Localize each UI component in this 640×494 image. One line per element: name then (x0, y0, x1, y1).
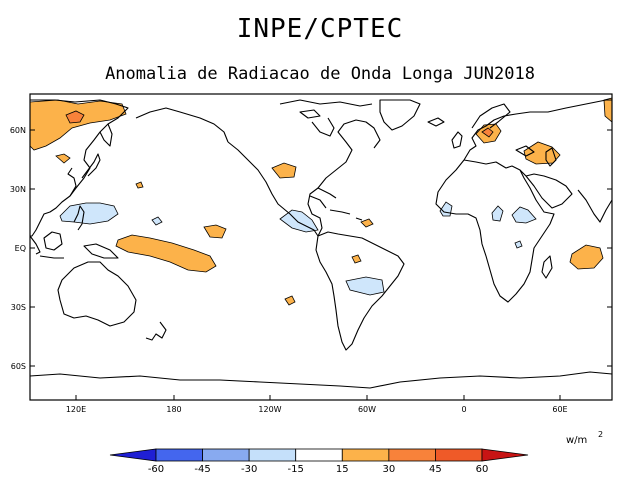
lat-label-60s: 60S (11, 362, 26, 371)
coastline-mediterranean (463, 159, 527, 177)
map-frame (29, 93, 613, 401)
coastline-java (39, 255, 64, 259)
coastline-north-america (227, 141, 319, 237)
coastline-japan (81, 153, 101, 179)
negative-anomaly-west-pacific (59, 202, 119, 225)
negative-anomaly-east-africa (511, 206, 537, 224)
positive-anomaly-kamchatka (55, 153, 71, 164)
legend-units: w/m (566, 435, 587, 446)
negative-anomaly-somalia-small (514, 240, 523, 249)
positive-anomaly-europe-core (481, 127, 494, 138)
coastline-philippines (73, 205, 85, 231)
longitude-axis (75, 395, 561, 400)
coastline-kamchatka (99, 123, 113, 147)
positive-anomaly-small-a (135, 181, 144, 189)
coastline-caspian-black (515, 145, 557, 167)
positive-anomaly-siberia (29, 99, 127, 151)
lat-label-30s: 30S (11, 303, 26, 312)
coastline-iceland (427, 117, 445, 127)
positive-anomaly-caribbean (360, 218, 374, 228)
coastline-new-guinea (83, 243, 119, 259)
lat-label-eq: EQ (15, 244, 26, 253)
coastlines (29, 99, 613, 389)
color-bar-label: -15 (288, 464, 304, 475)
lon-label-60w: 60W (358, 405, 376, 414)
anomaly-fields (29, 97, 613, 306)
coastline-north-america-east (307, 119, 381, 237)
negative-anomaly-south-america (345, 276, 385, 296)
color-bar-segment (248, 448, 297, 462)
coastline-madagascar (541, 255, 553, 279)
color-bar-segment (388, 448, 436, 462)
latitude-axis (30, 129, 612, 367)
coastline-borneo (43, 231, 63, 251)
lon-label-0: 0 (461, 405, 466, 414)
lon-label-120w: 120W (258, 405, 281, 414)
negative-anomaly-east-pacific (279, 209, 319, 233)
color-bar-label: -30 (241, 464, 257, 475)
coastline-asia-east (30, 99, 129, 237)
coastline-new-zealand (145, 321, 167, 341)
color-bar-segment-low (109, 448, 157, 462)
positive-anomaly-north-pacific (271, 162, 297, 179)
color-bar-segment (295, 448, 343, 462)
coastline-australia (57, 261, 137, 327)
coastline-europe (463, 99, 612, 161)
lon-label-60e: 60E (552, 405, 567, 414)
lat-label-60n: 60N (10, 126, 26, 135)
negative-anomaly-central-africa (491, 205, 504, 222)
main-title: INPE/CPTEC (236, 14, 404, 44)
coastline-arctic-islands (279, 99, 373, 119)
color-bar: -60 -45 -30 -15 15 30 45 60 (109, 448, 529, 475)
coastline-caribbean (329, 209, 363, 221)
negative-anomaly-tropical-small (151, 216, 163, 226)
positive-anomaly-arctic-east (603, 97, 613, 123)
color-bar-segment (435, 448, 483, 462)
coastline-south-america (315, 231, 405, 351)
lon-label-120e: 120E (66, 405, 86, 414)
color-bar-segment (341, 448, 390, 462)
color-bar-label: -60 (148, 464, 164, 475)
coastline-greenland (379, 99, 421, 131)
color-bar-segment-high (481, 448, 529, 462)
coastline-gulf-florida (309, 187, 337, 209)
positive-anomaly-pacific-south (115, 234, 217, 273)
coastline-africa (435, 159, 555, 303)
color-bar-segment (202, 448, 250, 462)
positive-anomaly-amazon-small (351, 254, 362, 264)
color-bar-segment (155, 448, 203, 462)
coastline-india (577, 189, 613, 223)
coastline-sumatra (29, 235, 41, 255)
coastline-alaska (135, 107, 229, 143)
positive-anomaly-siberia-core (65, 110, 85, 124)
positive-anomaly-south-atlantic (284, 295, 296, 306)
color-bar-label: 60 (476, 464, 489, 475)
coastline-antarctica (29, 371, 613, 389)
lon-label-180: 180 (166, 405, 181, 414)
coastline-arabia (525, 173, 573, 209)
legend-units-exponent: 2 (598, 430, 603, 439)
coastline-korea-china (67, 167, 77, 197)
coastline-scandinavia (471, 103, 511, 129)
color-bar-label: 15 (336, 464, 349, 475)
color-bar-label: -45 (194, 464, 210, 475)
positive-anomaly-central-asia (523, 141, 561, 165)
positive-anomaly-pacific-tropical (203, 224, 227, 239)
positive-anomaly-indian-ocean (569, 244, 604, 270)
lat-label-30n: 30N (10, 185, 26, 194)
negative-anomaly-west-africa (439, 201, 453, 217)
color-bar-label: 30 (382, 464, 395, 475)
coastline-british-isles (451, 131, 463, 149)
color-bar-label: 45 (429, 464, 442, 475)
map-subtitle: Anomalia de Radiacao de Onda Longa JUN20… (105, 64, 535, 84)
coastline-hudson-bay (311, 117, 335, 137)
